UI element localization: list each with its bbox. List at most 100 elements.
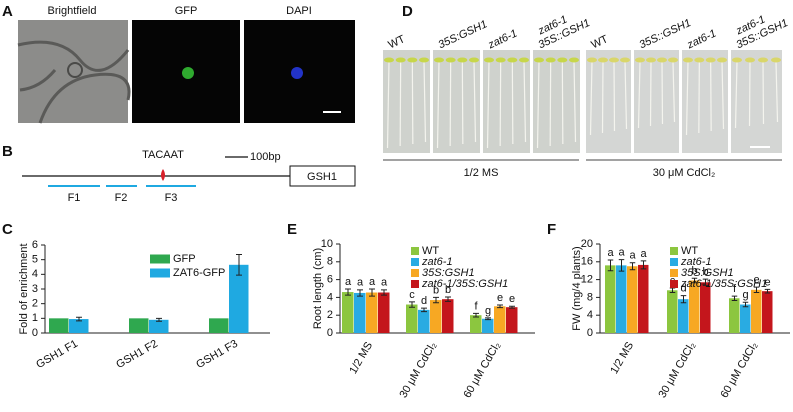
scale-label: 100bp bbox=[250, 151, 281, 163]
significance-letter: b bbox=[445, 284, 451, 296]
legend-swatch bbox=[411, 247, 419, 255]
bar bbox=[762, 291, 773, 333]
y-axis-label: Root length (cm) bbox=[312, 248, 324, 329]
seedling-cotyledon bbox=[407, 57, 418, 63]
error-bar bbox=[76, 316, 82, 322]
y-tick-label: 0 bbox=[587, 327, 593, 339]
panel-letter: E bbox=[287, 221, 297, 238]
condition-label: 30 μM CdCl₂ bbox=[653, 167, 716, 179]
seedling-image bbox=[586, 50, 631, 153]
x-tick-label: 1/2 MS bbox=[608, 340, 636, 376]
error-bar bbox=[156, 317, 162, 322]
bar bbox=[506, 307, 518, 333]
y-tick-label: 1 bbox=[32, 312, 38, 324]
seedling-cotyledon bbox=[445, 57, 456, 63]
bar bbox=[229, 264, 249, 333]
legend-swatch bbox=[150, 254, 170, 264]
seedling-root bbox=[436, 61, 440, 149]
bar bbox=[667, 290, 678, 333]
error-bar bbox=[640, 260, 647, 270]
seedling-cotyledon bbox=[668, 57, 678, 63]
seedling-cotyledon bbox=[620, 57, 630, 63]
bar bbox=[627, 266, 638, 333]
bar bbox=[482, 318, 494, 333]
seedling-root bbox=[573, 61, 577, 143]
bar bbox=[605, 265, 616, 333]
seedling-cotyledon bbox=[384, 57, 394, 63]
seedling-root bbox=[672, 61, 676, 123]
bar bbox=[678, 299, 689, 333]
seedling-cotyledon bbox=[457, 57, 468, 63]
seedling-root bbox=[601, 61, 604, 134]
y-tick-label: 2 bbox=[327, 309, 333, 321]
error-bar bbox=[731, 295, 738, 302]
error-bar bbox=[381, 289, 387, 296]
seedling-root bbox=[748, 61, 751, 127]
error-bar bbox=[497, 304, 503, 309]
significance-letter: a bbox=[607, 247, 614, 259]
bar bbox=[700, 282, 711, 333]
y-tick-label: 20 bbox=[581, 238, 593, 250]
gfp-signal bbox=[182, 67, 194, 79]
seedling-cotyledon bbox=[705, 57, 716, 63]
error-bar bbox=[485, 317, 491, 321]
seedling-cotyledon bbox=[557, 57, 568, 63]
x-tick-label: 1/2 MS bbox=[347, 340, 375, 376]
legend-label: zat6-1 bbox=[680, 256, 712, 268]
y-tick-label: 10 bbox=[321, 238, 333, 250]
x-tick-label: 60 μM CdCl₂ bbox=[718, 340, 760, 400]
error-bar bbox=[345, 288, 351, 296]
legend-label: WT bbox=[422, 245, 439, 257]
seedling-cotyledon bbox=[534, 57, 544, 63]
seedling-cotyledon bbox=[507, 57, 518, 63]
error-bar bbox=[409, 301, 415, 308]
significance-letter: f bbox=[733, 283, 737, 295]
error-bar bbox=[702, 278, 709, 286]
y-tick-label: 8 bbox=[587, 291, 593, 303]
seedling-root bbox=[613, 61, 616, 132]
significance-letter: a bbox=[640, 248, 647, 260]
legend-swatch bbox=[411, 269, 419, 277]
cell-walls bbox=[17, 40, 131, 124]
fragment-label: F3 bbox=[165, 192, 178, 204]
y-tick-label: 6 bbox=[327, 274, 333, 286]
seedling-cotyledon bbox=[683, 57, 693, 63]
legend-swatch bbox=[670, 247, 678, 255]
seedling-cotyledon bbox=[519, 57, 529, 63]
bar bbox=[470, 315, 482, 333]
panel-letter: F bbox=[547, 221, 556, 238]
gene-box bbox=[289, 165, 356, 187]
legend-label: zat6-1/35S:GSH1 bbox=[421, 278, 508, 290]
seedling-root bbox=[499, 61, 502, 147]
significance-letter: a bbox=[618, 246, 625, 258]
significance-letter: b bbox=[691, 265, 697, 277]
seedling-root bbox=[637, 61, 641, 129]
dapi-signal bbox=[291, 67, 303, 79]
motif-label: TACAAT bbox=[142, 149, 184, 161]
error-bar bbox=[764, 288, 771, 294]
legend-swatch bbox=[150, 268, 170, 278]
fragment-label: F1 bbox=[68, 192, 81, 204]
bar bbox=[751, 289, 762, 333]
seedling-image bbox=[533, 50, 580, 153]
seedling-image bbox=[383, 50, 430, 153]
error-bar bbox=[433, 296, 439, 304]
seedling-root bbox=[511, 61, 514, 145]
seedling-cotyledon bbox=[745, 57, 755, 63]
x-tick-label: 30 μM CdCl₂ bbox=[656, 340, 698, 400]
legend-swatch bbox=[411, 280, 419, 288]
seedling-cotyledon bbox=[609, 57, 619, 63]
seedling-cotyledon bbox=[717, 57, 727, 63]
seedling-root bbox=[624, 61, 628, 130]
bar bbox=[149, 319, 169, 333]
bar bbox=[342, 292, 354, 333]
bar bbox=[616, 265, 627, 333]
seedling-root bbox=[523, 61, 527, 143]
bar bbox=[209, 318, 229, 333]
seedling-cotyledon bbox=[758, 57, 768, 63]
legend-swatch bbox=[411, 258, 419, 266]
y-axis-label: FW (mg/4 plants) bbox=[571, 246, 583, 330]
bar bbox=[378, 292, 390, 333]
genotype-label: zat6-1 bbox=[685, 28, 719, 52]
seedling-image bbox=[731, 50, 782, 153]
